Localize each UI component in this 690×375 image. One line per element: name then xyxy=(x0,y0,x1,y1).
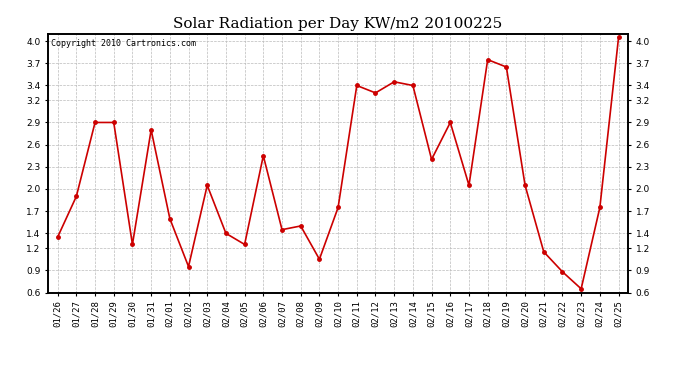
Text: Copyright 2010 Cartronics.com: Copyright 2010 Cartronics.com xyxy=(51,39,196,48)
Title: Solar Radiation per Day KW/m2 20100225: Solar Radiation per Day KW/m2 20100225 xyxy=(173,17,503,31)
